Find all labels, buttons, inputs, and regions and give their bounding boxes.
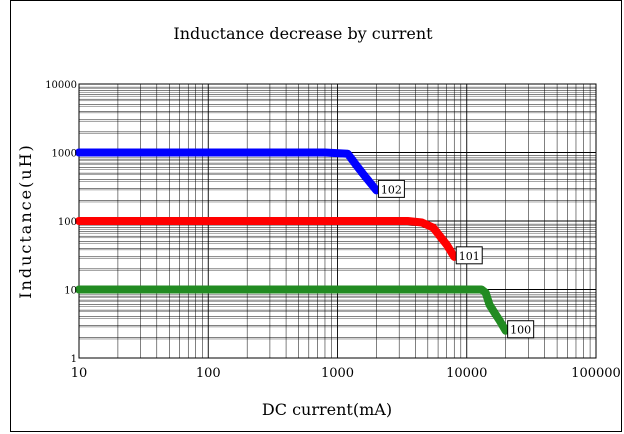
- chart-frame: 102 101 100 Inductance decrease by current…: [10, 0, 622, 432]
- x-tick-label: 100: [196, 366, 221, 381]
- y-tick-label: 1000: [52, 149, 77, 160]
- series-label-box: [377, 179, 405, 198]
- y-tick-label: 10000: [45, 80, 77, 91]
- series-label-box: [455, 246, 483, 265]
- chart-title: Inductance decrease by current: [173, 24, 433, 43]
- y-tick-label: 10: [64, 286, 77, 297]
- series-label-box: [507, 320, 535, 339]
- series-label-101: 101: [455, 246, 483, 265]
- series-layer: 102 101 100: [75, 148, 535, 339]
- series-label-100: 100: [507, 320, 535, 339]
- series-label-text: 101: [459, 250, 480, 263]
- series-line-102: [75, 148, 381, 195]
- x-axis-label: DC current(mA): [262, 400, 392, 419]
- series-label-102: 102: [377, 179, 405, 198]
- x-tick-label: 1000: [321, 366, 354, 381]
- text-layer: Inductance decrease by current DC curren…: [16, 24, 621, 419]
- y-tick-label: 1: [71, 354, 77, 365]
- series-line-101: [75, 217, 459, 261]
- series-label-text: 100: [510, 324, 531, 337]
- y-axis-label: Inductance(uH): [16, 143, 35, 299]
- x-tick-label: 10000: [446, 366, 487, 381]
- series-line-100: [75, 285, 510, 335]
- x-tick-label: 10: [71, 366, 88, 381]
- series-label-text: 102: [381, 183, 402, 196]
- y-tick-label: 100: [58, 217, 77, 228]
- x-tick-label: 100000: [571, 366, 621, 381]
- left-edge-strip: [0, 0, 10, 434]
